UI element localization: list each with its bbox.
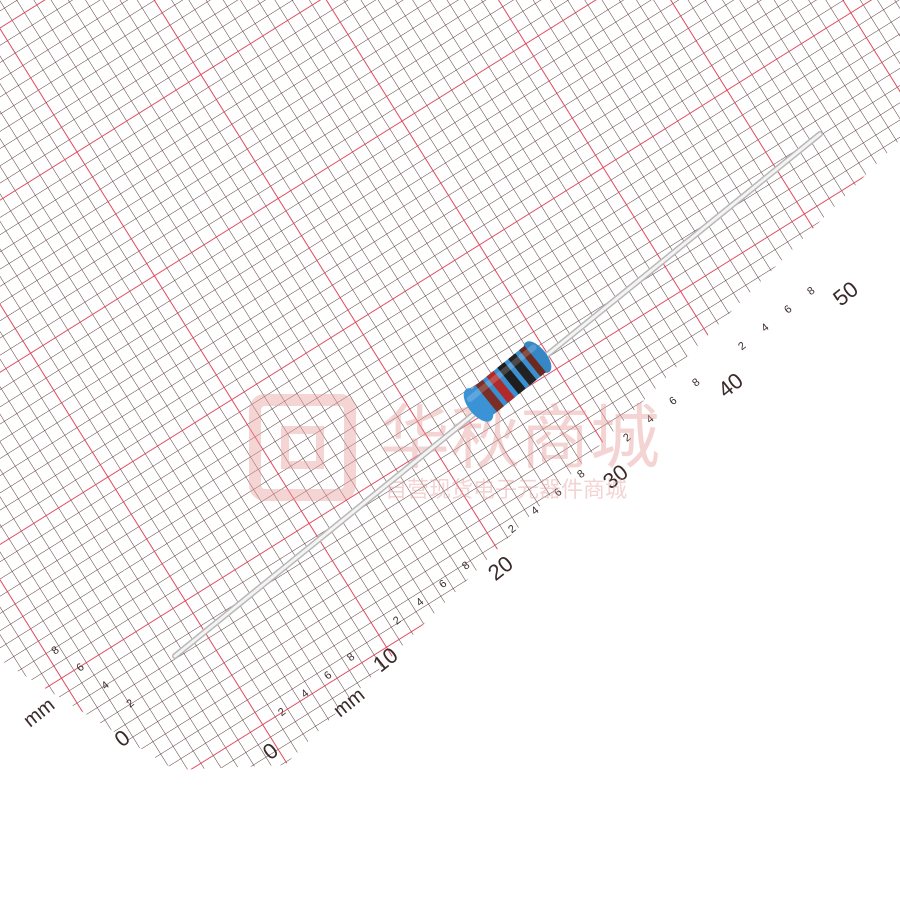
band-1 [475, 379, 504, 412]
ruler-major-label: 40 [713, 368, 748, 403]
ruler-minor-label: 4 [759, 321, 771, 334]
watermark-brand: 华秋商城 [380, 397, 660, 479]
ruler-minor-label: 4 [529, 504, 541, 517]
ruler-minor-label: 6 [667, 395, 679, 408]
ruler-left-unit-label: mm [19, 694, 59, 732]
ruler-major-label: 50 [828, 276, 863, 311]
band-3 [497, 362, 526, 395]
ruler-minor-label: 6 [782, 303, 794, 316]
resistor [172, 131, 823, 659]
watermark: 华秋商城 自营现货电子元器件商城 [249, 394, 660, 503]
watermark-tagline: 自营现货电子元器件商城 [385, 478, 627, 503]
band-2 [486, 370, 515, 404]
band-5 [519, 345, 546, 377]
watermark-logo [249, 394, 356, 501]
ruler-minor-label: 2 [736, 340, 748, 353]
band-4 [508, 353, 537, 386]
ruler-minor-label: 8 [805, 285, 817, 298]
ruler-minor-label: 8 [690, 376, 702, 389]
